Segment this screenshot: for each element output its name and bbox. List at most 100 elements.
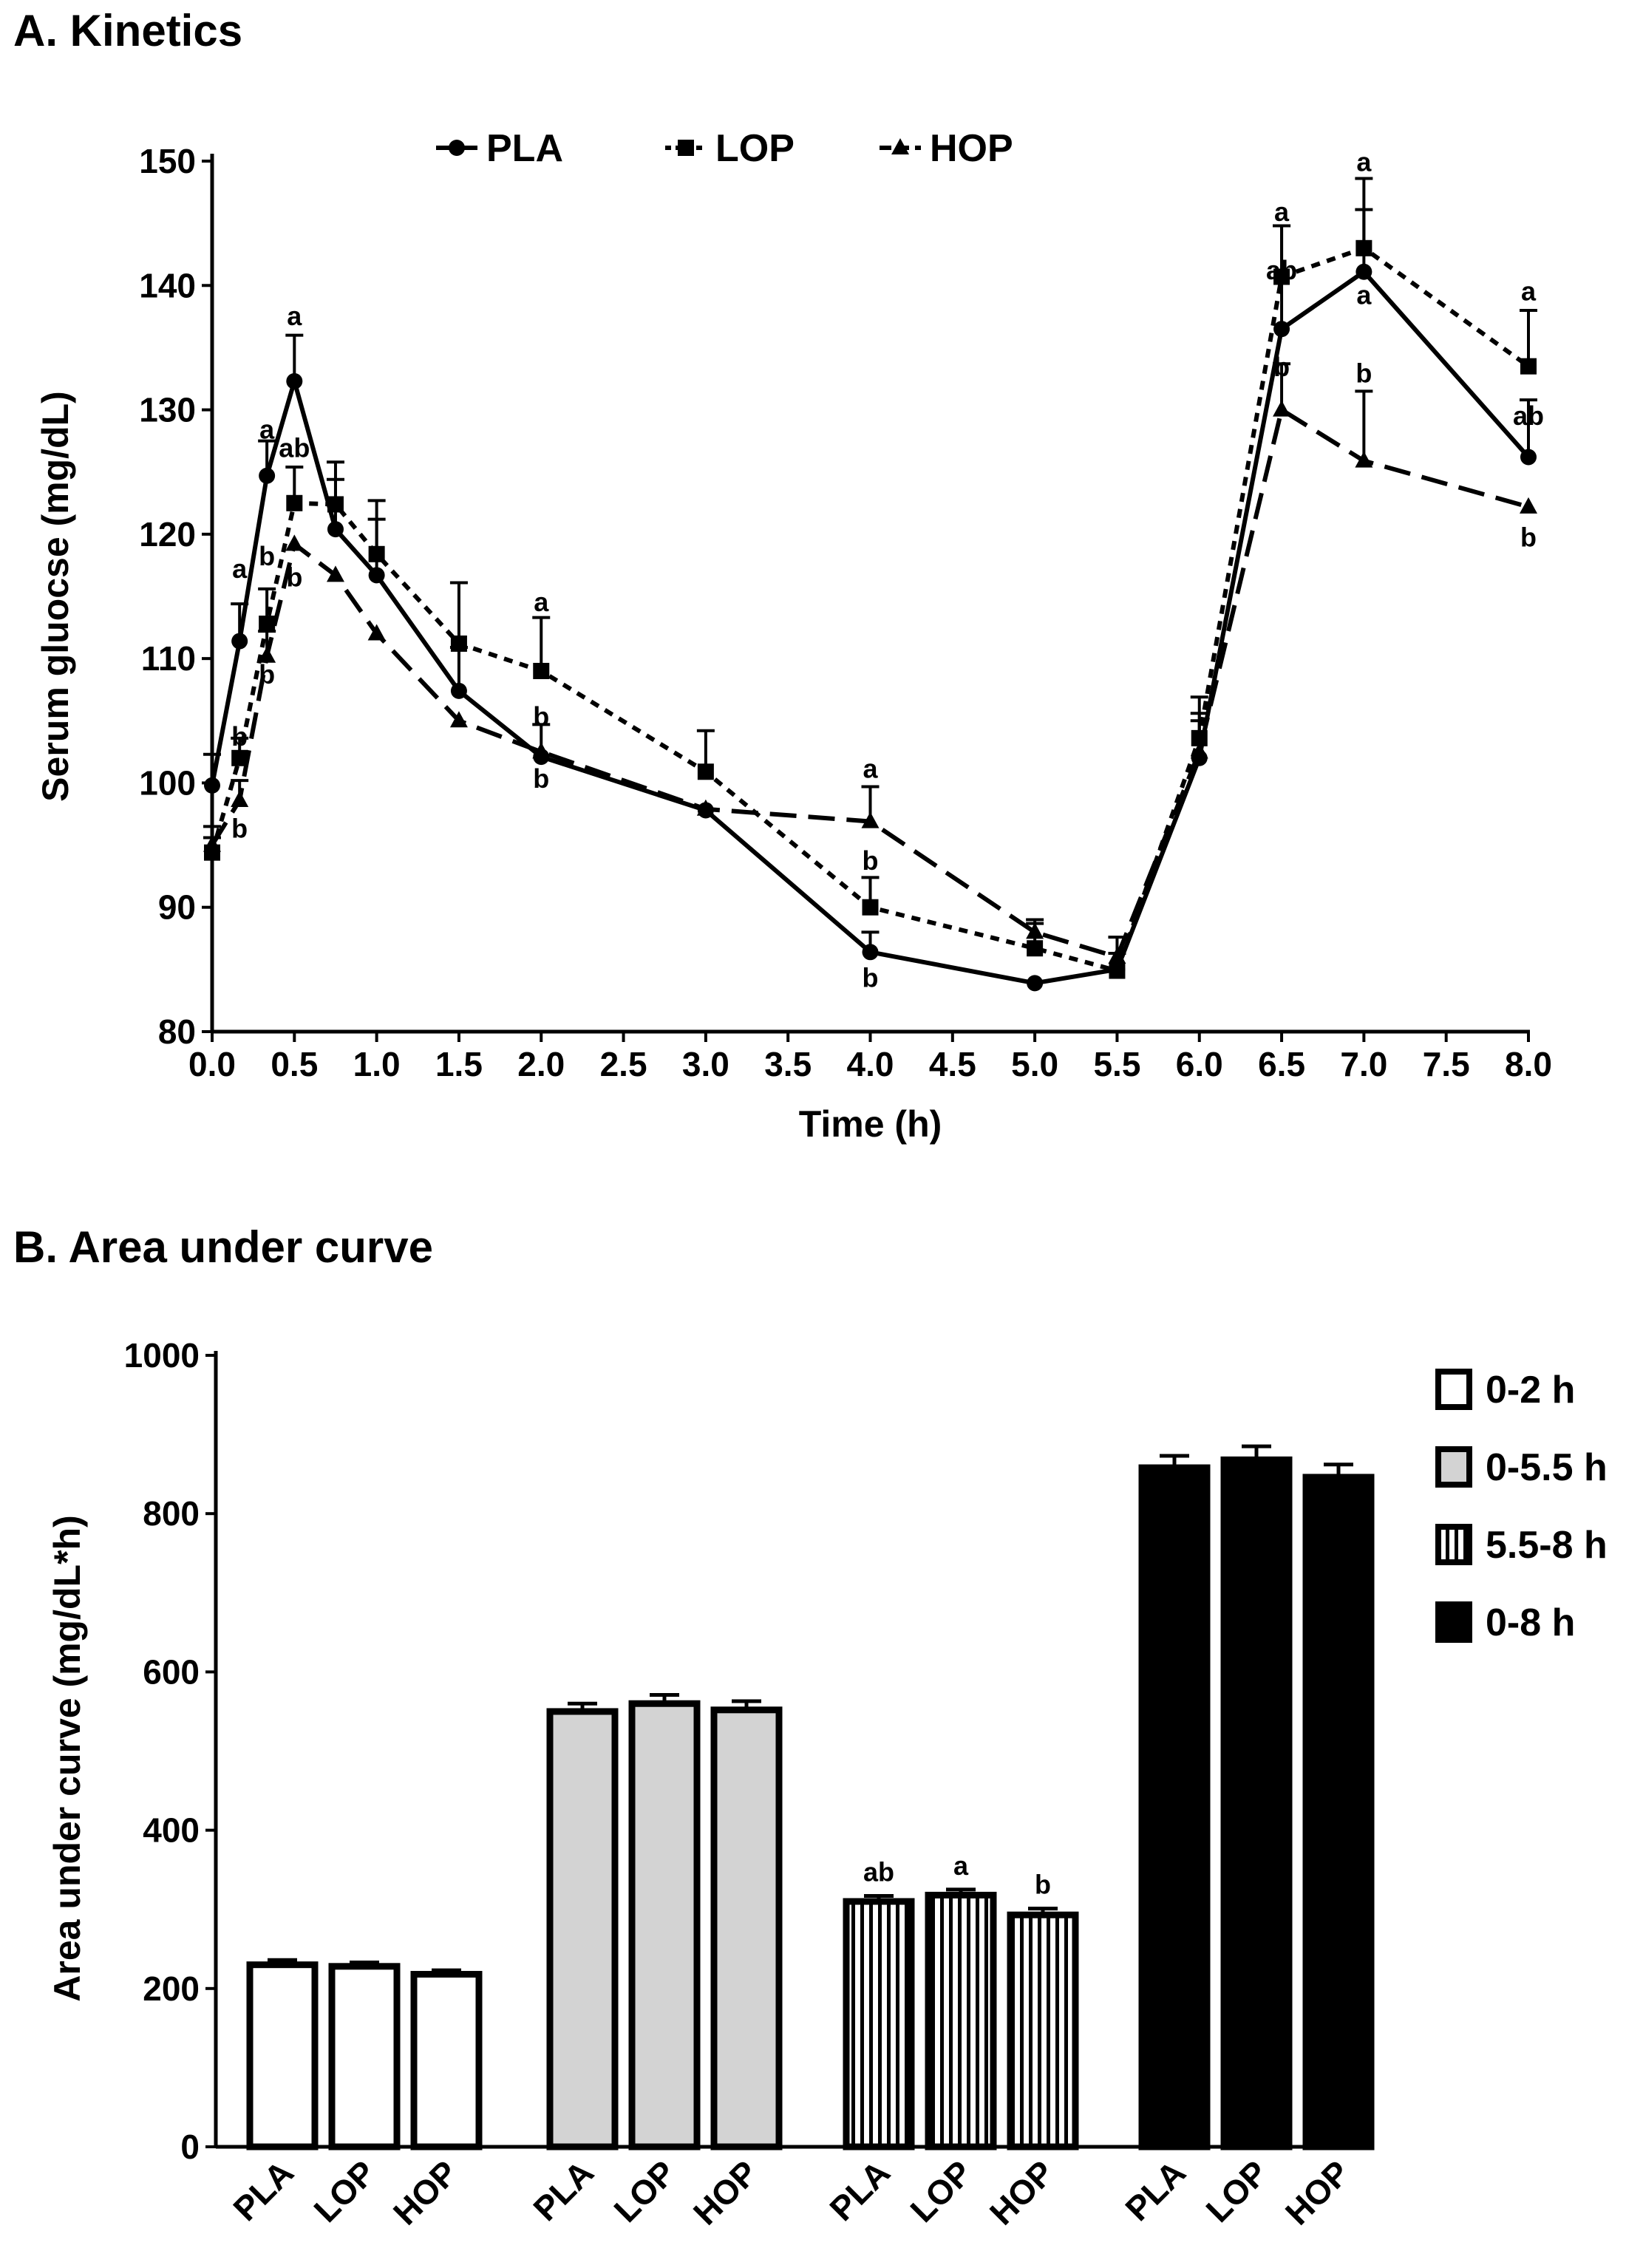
kinetics-x-tick-label: 5.5 xyxy=(1093,1045,1140,1083)
kinetics-significance-letter: b xyxy=(1355,358,1372,389)
auc-bar-0-5.5h-lop xyxy=(628,1700,701,2150)
auc-bar-0-8h-pla xyxy=(1138,1464,1211,2150)
panel-b-title: B. Area under curve xyxy=(13,1222,433,1272)
kinetics-point-hop xyxy=(1026,922,1044,939)
kinetics-point-lop xyxy=(1027,940,1044,957)
kinetics-legend-marker-pla xyxy=(449,140,465,156)
kinetics-ticks: 80 90 100 110 120 130 140 150 0.0 0.5 1.0 1.5 2.0 2.5… xyxy=(139,142,1552,1083)
kinetics-point-lop xyxy=(1273,268,1290,285)
auc-bar-0-2h-lop xyxy=(328,1963,401,2150)
kinetics-legend-label-hop: HOP xyxy=(930,127,1013,170)
auc-y-tick-label: 800 xyxy=(143,1494,200,1533)
kinetics-point-hop xyxy=(861,811,880,828)
auc-legend-swatch-0-8h xyxy=(1435,1601,1472,1643)
auc-bar-0-8h-lop xyxy=(1220,1456,1293,2150)
auc-legend-swatch-5.5-8h xyxy=(1435,1524,1472,1565)
kinetics-legend: PLA LOP HOP xyxy=(436,127,1013,170)
kinetics-significance-letter: a xyxy=(1521,276,1537,306)
kinetics-point-lop xyxy=(862,899,879,916)
kinetics-y-tick-label: 140 xyxy=(139,266,196,304)
auc-legend-swatch-0-2h xyxy=(1435,1369,1472,1410)
kinetics-point-lop xyxy=(1191,729,1208,746)
kinetics-point-hop xyxy=(696,799,715,816)
kinetics-point-hop xyxy=(258,646,276,663)
auc-y-tick-label: 0 xyxy=(180,2128,200,2166)
kinetics-significance-letter: b xyxy=(533,701,549,732)
kinetics-x-tick-label: 1.0 xyxy=(353,1045,401,1083)
kinetics-x-tick-label: 0.0 xyxy=(188,1045,236,1083)
kinetics-x-tick-label: 6.0 xyxy=(1176,1045,1223,1083)
auc-y-tick-label: 1000 xyxy=(124,1336,200,1375)
kinetics-point-pla xyxy=(286,372,303,389)
kinetics-x-tick-label: 2.0 xyxy=(517,1045,565,1083)
kinetics-point-hop xyxy=(532,742,551,759)
kinetics-point-pla xyxy=(862,944,879,961)
kinetics-point-hop xyxy=(367,624,386,641)
kinetics-y-tick-label: 120 xyxy=(139,515,196,554)
kinetics-point-hop xyxy=(1190,742,1208,759)
auc-legend-swatch-0-5.5h xyxy=(1435,1446,1472,1488)
auc-category-label: PLA xyxy=(525,2153,601,2228)
auc-bar-0-5.5h-hop xyxy=(710,1706,783,2150)
auc-category-label: LOP xyxy=(606,2153,683,2230)
kinetics-point-hop xyxy=(231,790,249,807)
kinetics-significance-letter: a xyxy=(1356,146,1372,177)
kinetics-x-tick-label: 7.5 xyxy=(1423,1045,1470,1083)
auc-category-label: LOP xyxy=(306,2153,383,2230)
kinetics-point-hop xyxy=(203,835,221,852)
auc-legend-label: 0-8 h xyxy=(1486,1601,1575,1644)
kinetics-x-tick-label: 3.0 xyxy=(682,1045,729,1083)
kinetics-point-lop xyxy=(368,545,385,562)
kinetics-significance-letter: b xyxy=(259,541,275,571)
auc-category-label: HOP xyxy=(386,2153,465,2232)
kinetics-y-tick-label: 150 xyxy=(139,142,196,180)
auc-category-label: PLA xyxy=(822,2153,897,2228)
kinetics-significance-letter: a xyxy=(534,587,549,617)
kinetics-line-hop xyxy=(210,406,1529,960)
kinetics-line-lop xyxy=(210,245,1530,974)
auc-y-tick-label: 600 xyxy=(143,1652,200,1691)
kinetics-x-tick-label: 7.0 xyxy=(1340,1045,1387,1083)
kinetics-significance-letter: a xyxy=(863,754,878,784)
panel-a-title: A. Kinetics xyxy=(13,6,242,55)
auc-bars xyxy=(246,1456,1375,2150)
auc-bar-5.5-8h-hop xyxy=(1007,1911,1079,2150)
kinetics-significance-letter: a xyxy=(259,414,275,444)
kinetics-significance-letter: a xyxy=(1356,280,1372,310)
kinetics-point-hop xyxy=(1108,947,1126,964)
auc-y-tick-label: 400 xyxy=(143,1811,200,1850)
kinetics-significance-letter: b xyxy=(533,763,549,794)
auc-significance-letter: ab xyxy=(863,1856,894,1887)
auc-category-labels: PLA LOP HOP PLA LOP HOP PLA LOP HOP PLA LOP HOP xyxy=(225,2153,1357,2232)
kinetics-point-pla xyxy=(231,633,248,650)
kinetics-legend-marker-hop xyxy=(891,138,909,154)
kinetics-legend-label-lop: LOP xyxy=(715,127,795,170)
kinetics-x-tick-label: 4.0 xyxy=(847,1045,894,1083)
kinetics-point-lop xyxy=(259,616,276,633)
kinetics-x-tick-label: 2.5 xyxy=(600,1045,647,1083)
kinetics-significance-letter: b xyxy=(863,962,879,992)
kinetics-significance-letter: ab xyxy=(279,433,310,463)
auc-bar-0-5.5h-pla xyxy=(546,1708,619,2150)
kinetics-x-tick-label: 0.5 xyxy=(271,1045,318,1083)
kinetics-x-tick-label: 6.5 xyxy=(1258,1045,1305,1083)
kinetics-significance-letter: b xyxy=(231,813,248,843)
auc-legend-label: 0-5.5 h xyxy=(1486,1446,1608,1489)
kinetics-y-axis-title: Serum gluocse (mg/dL) xyxy=(35,391,76,802)
kinetics-point-lop xyxy=(450,635,467,652)
auc-significance-letters: ab ab xyxy=(863,1850,1051,1900)
kinetics-point-pla xyxy=(1520,449,1537,466)
auc-category-label: LOP xyxy=(1198,2153,1275,2230)
kinetics-significance-letter: a xyxy=(287,301,302,331)
auc-legend: 0-2 h 0-5.5 h 5.5-8 h 0-8 h xyxy=(1435,1369,1608,1644)
auc-bar-5.5-8h-lop xyxy=(925,1891,997,2150)
kinetics-point-lop xyxy=(697,763,714,780)
auc-error-bars xyxy=(268,1444,1353,1975)
kinetics-significance-letter: b xyxy=(863,845,879,876)
kinetics-x-axis-title: Time (h) xyxy=(799,1103,942,1145)
kinetics-series-lines xyxy=(210,245,1531,986)
kinetics-significance-letter: a xyxy=(1274,197,1290,227)
kinetics-significance-letter: b xyxy=(259,659,275,689)
